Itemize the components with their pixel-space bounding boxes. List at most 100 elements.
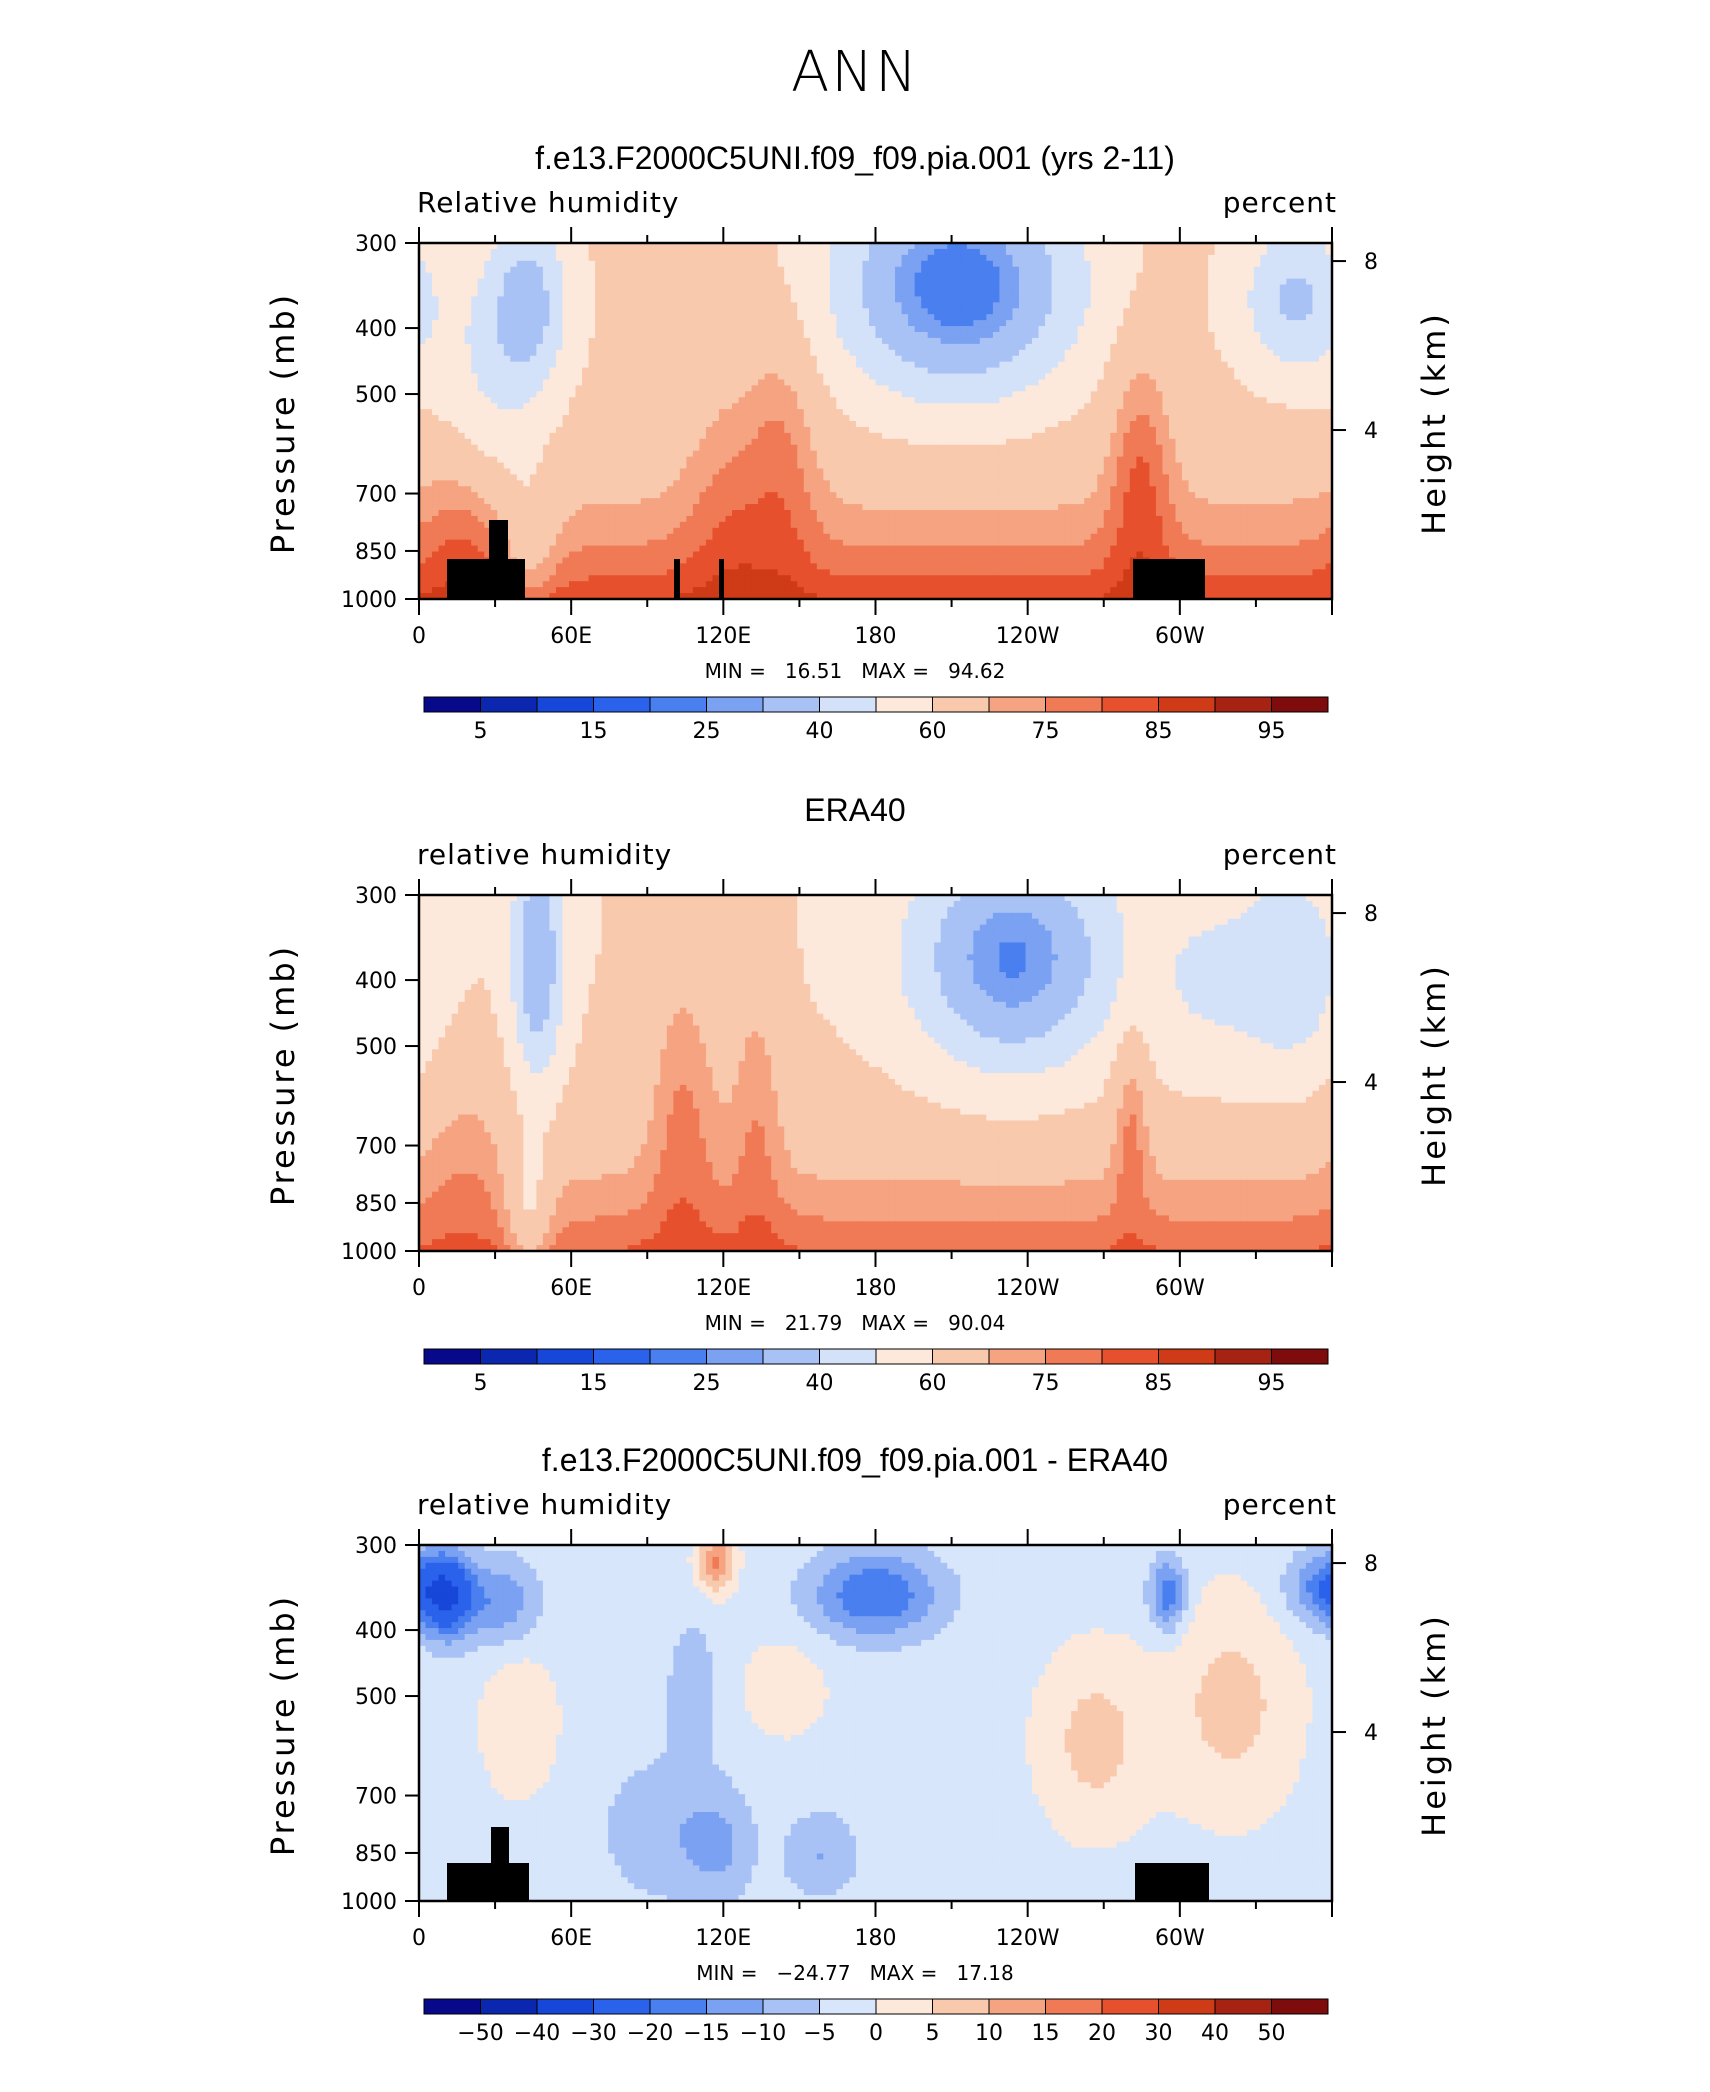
max-value: 94.62 <box>948 659 1005 683</box>
y-right-tick-label: 8 <box>1364 1552 1378 1577</box>
colorbar-swatch <box>1046 1999 1103 2014</box>
colorbar-swatch <box>707 1999 764 2014</box>
y-tick-label: 500 <box>355 1035 397 1060</box>
colorbar-swatch <box>1272 697 1329 712</box>
contour-field <box>419 895 1333 1252</box>
max-label: MAX = <box>861 659 929 683</box>
colorbar-label: 10 <box>975 2021 1003 2046</box>
panel-model: f.e13.F2000C5UNI.f09_f09.pia.001 (yrs 2-… <box>0 140 1710 790</box>
colorbar-swatch <box>537 1349 594 1364</box>
colorbar-swatch <box>820 1349 877 1364</box>
y-tick-label: 500 <box>355 383 397 408</box>
y-tick-label: 400 <box>355 969 397 994</box>
colorbar-label: 5 <box>474 719 488 744</box>
y-tick-label: 500 <box>355 1685 397 1710</box>
y-tick-label: 700 <box>355 483 397 508</box>
y-tick-label: 700 <box>355 1785 397 1810</box>
y-tick-label: 300 <box>355 884 397 909</box>
colorbar-swatch <box>1272 1349 1329 1364</box>
colorbar-swatch <box>876 1349 933 1364</box>
colorbar-swatch <box>594 1999 651 2014</box>
max-label: MAX = <box>861 1311 929 1335</box>
colorbar-label: −10 <box>740 2021 786 2046</box>
y-axis-right: 84 <box>1332 902 1378 1096</box>
x-tick-label: 60W <box>1155 624 1205 649</box>
colorbar-swatch <box>876 697 933 712</box>
y-axis-right: 84 <box>1332 1552 1378 1746</box>
colorbar-swatch <box>1102 697 1159 712</box>
y-tick-label: 850 <box>355 540 397 565</box>
y-axis-title-right: Height (km) <box>1415 963 1453 1187</box>
x-tick-label: 120E <box>695 624 751 649</box>
min-label: MIN = <box>705 1311 766 1335</box>
colorbar-swatch <box>1272 1999 1329 2014</box>
colorbar-swatch <box>481 697 538 712</box>
colorbar-swatch <box>481 1999 538 2014</box>
max-value: 90.04 <box>948 1311 1005 1335</box>
colorbar-swatch <box>1215 1999 1272 2014</box>
colorbar-swatch <box>707 697 764 712</box>
colorbar-swatch <box>537 697 594 712</box>
y-right-tick-label: 4 <box>1364 1721 1378 1746</box>
y-axis-title: Pressure (mb) <box>264 944 302 1206</box>
colorbar-swatch <box>763 1349 820 1364</box>
colorbar-swatch <box>1159 1349 1216 1364</box>
max-value: 17.18 <box>956 1961 1013 1985</box>
colorbar-label: 25 <box>693 719 721 744</box>
colorbar-label: 85 <box>1145 719 1173 744</box>
y-axis: 300 400 500 700 850 1000 <box>341 1534 419 1915</box>
y-axis-title-right: Height (km) <box>1415 1613 1453 1837</box>
x-tick-label: 120E <box>695 1276 751 1301</box>
y-axis-title: Pressure (mb) <box>264 292 302 554</box>
colorbar-label: −20 <box>627 2021 673 2046</box>
x-tick-label: 180 <box>855 1926 897 1951</box>
x-tick-label: 0 <box>412 1276 426 1301</box>
colorbar-label: 25 <box>693 1371 721 1396</box>
y-tick-label: 850 <box>355 1842 397 1867</box>
colorbar-swatch <box>650 1349 707 1364</box>
colorbar-label: 85 <box>1145 1371 1173 1396</box>
colorbar-label: 0 <box>869 2021 883 2046</box>
y-tick-label: 1000 <box>341 1890 397 1915</box>
colorbar-label: 60 <box>919 719 947 744</box>
colorbar-swatch <box>763 697 820 712</box>
y-tick-label: 300 <box>355 1534 397 1559</box>
colorbar-label: 15 <box>580 1371 608 1396</box>
x-tick-label: 0 <box>412 1926 426 1951</box>
colorbar-label: 40 <box>1201 2021 1229 2046</box>
figure-title: ANN <box>0 40 1710 105</box>
panel-difference: f.e13.F2000C5UNI.f09_f09.pia.001 - ERA40… <box>0 1442 1710 2092</box>
x-tick-label: 180 <box>855 624 897 649</box>
colorbar-swatch <box>820 697 877 712</box>
contour-field <box>419 243 1333 600</box>
colorbar-swatch <box>1159 1999 1216 2014</box>
colorbar-label: 75 <box>1032 1371 1060 1396</box>
colorbar-label: 50 <box>1258 2021 1286 2046</box>
y-right-tick-label: 4 <box>1364 419 1378 444</box>
min-label: MIN = <box>705 659 766 683</box>
colorbar-swatch <box>1159 697 1216 712</box>
colorbar-swatch <box>1102 1349 1159 1364</box>
colorbar-swatch <box>933 1999 990 2014</box>
min-label: MIN = <box>696 1961 757 1985</box>
colorbar-label: 5 <box>926 2021 940 2046</box>
colorbar-swatch <box>820 1999 877 2014</box>
x-tick-label: 120W <box>996 1926 1060 1951</box>
colorbar-swatch <box>594 1349 651 1364</box>
colorbar-label: 75 <box>1032 719 1060 744</box>
y-tick-label: 400 <box>355 1619 397 1644</box>
colorbar-label: −15 <box>683 2021 729 2046</box>
colorbar-label: −30 <box>570 2021 616 2046</box>
colorbar-label: 15 <box>1032 2021 1060 2046</box>
colorbar-swatch <box>537 1999 594 2014</box>
colorbar-label: 30 <box>1145 2021 1173 2046</box>
colorbar-swatch <box>424 1999 481 2014</box>
y-right-tick-label: 8 <box>1364 250 1378 275</box>
